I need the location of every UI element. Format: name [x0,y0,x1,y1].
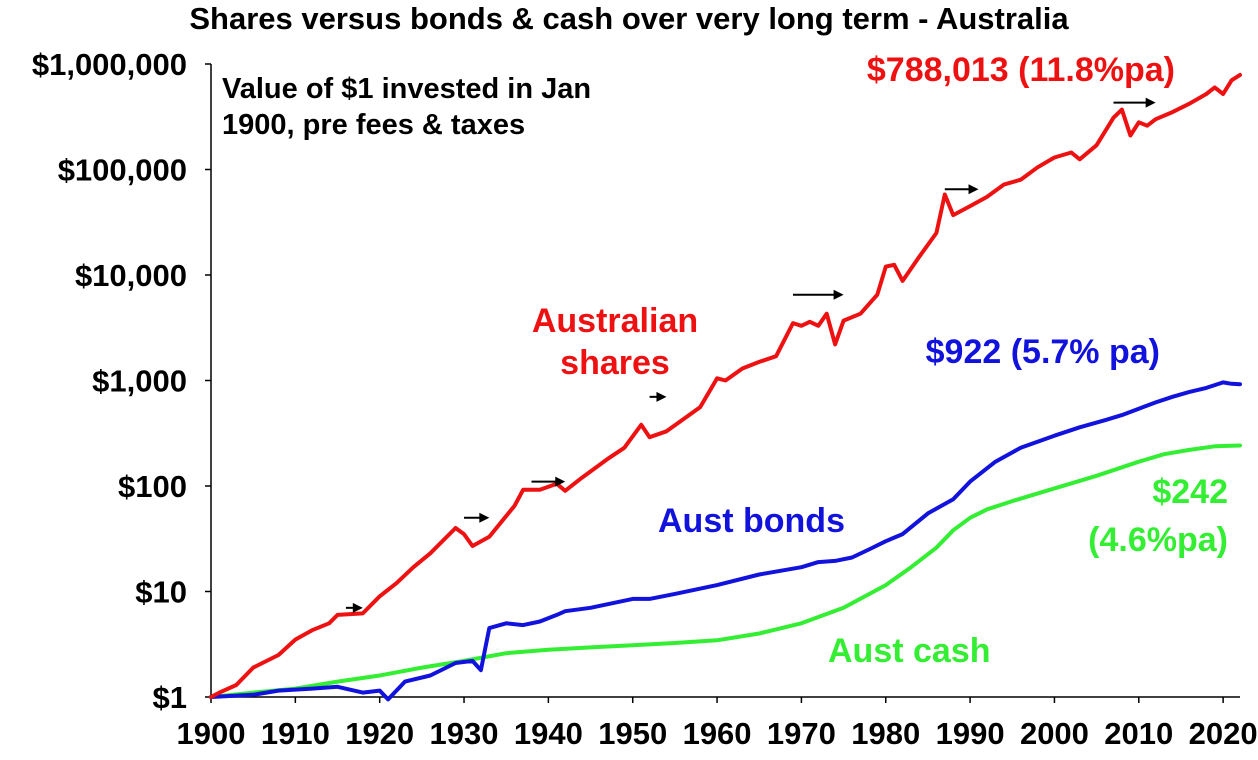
sideways-arrow-head [352,602,363,613]
y-tick-label: $100 [118,469,187,504]
chart-title: Shares versus bonds & cash over very lon… [189,1,1069,36]
series-line-aust-bonds [209,380,1242,702]
series-label-australian-shares: Australian [532,302,698,340]
sideways-arrow-head [656,391,667,402]
chart-note: Value of $1 invested in Jan [222,73,591,105]
end-value-label-australian-shares: $788,013 (11.8%pa) [867,51,1175,89]
series-label-aust-bonds: Aust bonds [658,502,845,540]
y-tick-label: $1 [153,680,187,715]
end-value-label-aust-cash: (4.6%pa) [1088,521,1228,559]
axes: $1 $10 $100 $1,000 $10,000 $100,000 $1,000,000… [32,47,1258,751]
y-tick-label: $1,000 [92,364,187,399]
x-tick-label: 1970 [767,716,836,751]
chart-note: 1900, pre fees & taxes [222,109,525,141]
y-tick-label: $10 [135,575,187,610]
sideways-arrows [345,97,1156,613]
series-label-australian-shares: shares [560,344,670,382]
x-tick-label: 2020 [1189,716,1258,751]
sideways-arrow-head [968,184,979,195]
y-tick-label: $1,000,000 [32,47,187,82]
x-tick-label: 1900 [177,716,246,751]
end-value-label-aust-cash: $242 [1152,473,1228,511]
x-tick-label: 2010 [1104,716,1173,751]
series-label-aust-cash: Aust cash [828,632,991,670]
annotations: Value of $1 invested in Jan 1900, pre fee… [222,51,1228,670]
series-line-australian-shares [209,72,1242,699]
x-tick-label: 1980 [851,716,920,751]
sideways-arrow-head [833,289,844,300]
x-tick-label: 1920 [345,716,414,751]
x-tick-label: 1950 [598,716,667,751]
series-line-aust-cash [209,443,1242,699]
x-tick-label: 1990 [936,716,1005,751]
sideways-arrow-head [479,512,490,523]
end-value-label-aust-bonds: $922 (5.7% pa) [926,333,1160,371]
x-tick-label: 1940 [514,716,583,751]
series-lines [209,72,1242,702]
sideways-arrow-head [1145,97,1156,108]
sideways-arrow-head [555,476,566,487]
y-tick-label: $10,000 [75,258,187,293]
x-tick-label: 2000 [1020,716,1089,751]
x-tick-label: 1930 [430,716,499,751]
x-tick-label: 1960 [683,716,752,751]
x-tick-label: 1910 [261,716,330,751]
y-tick-label: $100,000 [58,153,187,188]
